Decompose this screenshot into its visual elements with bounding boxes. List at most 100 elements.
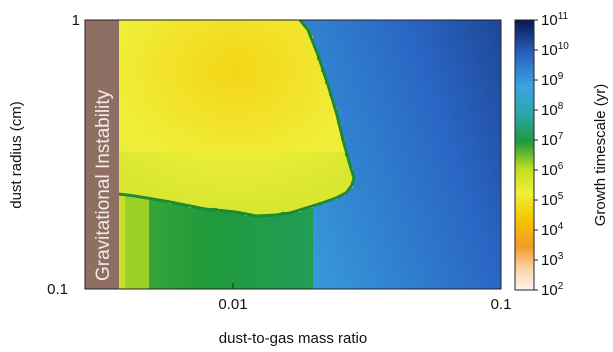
heatmap-cell (441, 68, 446, 73)
heatmap-cell (485, 176, 490, 181)
heatmap-cell (133, 84, 138, 89)
heatmap-cell (309, 152, 314, 157)
heatmap-cell (389, 140, 394, 145)
heatmap-cell (137, 176, 142, 181)
heatmap-cell (293, 156, 298, 161)
heatmap-cell (121, 76, 126, 81)
heatmap-cell (473, 136, 478, 141)
heatmap-cell (385, 164, 390, 169)
heatmap-cell (117, 208, 122, 213)
heatmap-cell (229, 104, 234, 109)
heatmap-cell (345, 36, 350, 41)
heatmap-cell (497, 144, 501, 149)
heatmap-cell (333, 32, 338, 37)
heatmap-cell (313, 196, 318, 201)
heatmap-cell (217, 20, 222, 25)
heatmap-cell (437, 144, 442, 149)
heatmap-cell (181, 52, 186, 57)
heatmap-cell (361, 108, 366, 113)
heatmap-cell (313, 180, 318, 185)
heatmap-cell (261, 124, 266, 129)
heatmap-cell (365, 192, 370, 197)
heatmap-cell (161, 92, 166, 97)
heatmap-cell (457, 204, 462, 209)
heatmap-cell (353, 36, 358, 41)
heatmap-cell (325, 176, 330, 181)
heatmap-cell (225, 132, 230, 137)
heatmap-cell (345, 168, 350, 173)
heatmap-cell (409, 168, 414, 173)
heatmap-cell (397, 148, 402, 153)
heatmap-cell (173, 196, 178, 201)
heatmap-cell (485, 56, 490, 61)
heatmap-cell (473, 40, 478, 45)
heatmap-cell (201, 24, 206, 29)
heatmap-cell (221, 44, 226, 49)
heatmap-cell (269, 168, 274, 173)
heatmap-cell (457, 132, 462, 137)
heatmap-cell (385, 68, 390, 73)
heatmap-cell (461, 128, 466, 133)
heatmap-cell (281, 188, 286, 193)
heatmap-cell (373, 92, 378, 97)
heatmap-cell (357, 136, 362, 141)
heatmap-cell (137, 144, 142, 149)
heatmap-cell (417, 196, 422, 201)
heatmap-cell (373, 188, 378, 193)
heatmap-cell (489, 64, 494, 69)
heatmap-cell (301, 44, 306, 49)
heatmap-cell (465, 104, 470, 109)
heatmap-cell (485, 36, 490, 41)
heatmap-cell (317, 136, 322, 141)
heatmap-cell (417, 36, 422, 41)
heatmap-cell (481, 36, 486, 41)
heatmap-cell (269, 76, 274, 81)
heatmap-cell (217, 100, 222, 105)
heatmap-cell (393, 76, 398, 81)
heatmap-cell (305, 160, 310, 165)
heatmap-cell (161, 172, 166, 177)
heatmap-cell (281, 160, 286, 165)
heatmap-cell (381, 160, 386, 165)
heatmap-cell (129, 132, 134, 137)
heatmap-cell (493, 44, 498, 49)
heatmap-cell (189, 36, 194, 41)
heatmap-cell (345, 44, 350, 49)
heatmap-cell (441, 32, 446, 37)
heatmap-cell (117, 120, 122, 125)
heatmap-cell (181, 144, 186, 149)
heatmap-cell (173, 164, 178, 169)
heatmap-cell (445, 52, 450, 57)
heatmap-cell (253, 120, 258, 125)
heatmap-cell (457, 56, 462, 61)
heatmap-cell (477, 20, 482, 25)
heatmap-cell (289, 128, 294, 133)
heatmap-cell (141, 136, 146, 141)
heatmap-cell (493, 136, 498, 141)
heatmap-cell (437, 56, 442, 61)
heatmap-cell (225, 148, 230, 153)
heatmap-cell (409, 164, 414, 169)
heatmap-cell (313, 56, 318, 61)
heatmap-cell (289, 88, 294, 93)
heatmap-cell (265, 148, 270, 153)
heatmap-cell (477, 164, 482, 169)
heatmap-cell (441, 116, 446, 121)
heatmap-cell (269, 188, 274, 193)
heatmap-cell (313, 40, 318, 45)
heatmap-cell (333, 84, 338, 89)
heatmap-cell (229, 36, 234, 41)
heatmap-cell (141, 108, 146, 113)
heatmap-cell (169, 192, 174, 197)
heatmap-cell (177, 84, 182, 89)
heatmap-cell (465, 60, 470, 65)
heatmap-cell (413, 152, 418, 157)
heatmap-cell (465, 160, 470, 165)
heatmap-cell (233, 28, 238, 33)
heatmap-cell (293, 148, 298, 153)
heatmap-cell (205, 108, 210, 113)
heatmap-cell (265, 52, 270, 57)
heatmap-cell (445, 136, 450, 141)
heatmap-cell (429, 204, 434, 209)
heatmap-cell (181, 40, 186, 45)
